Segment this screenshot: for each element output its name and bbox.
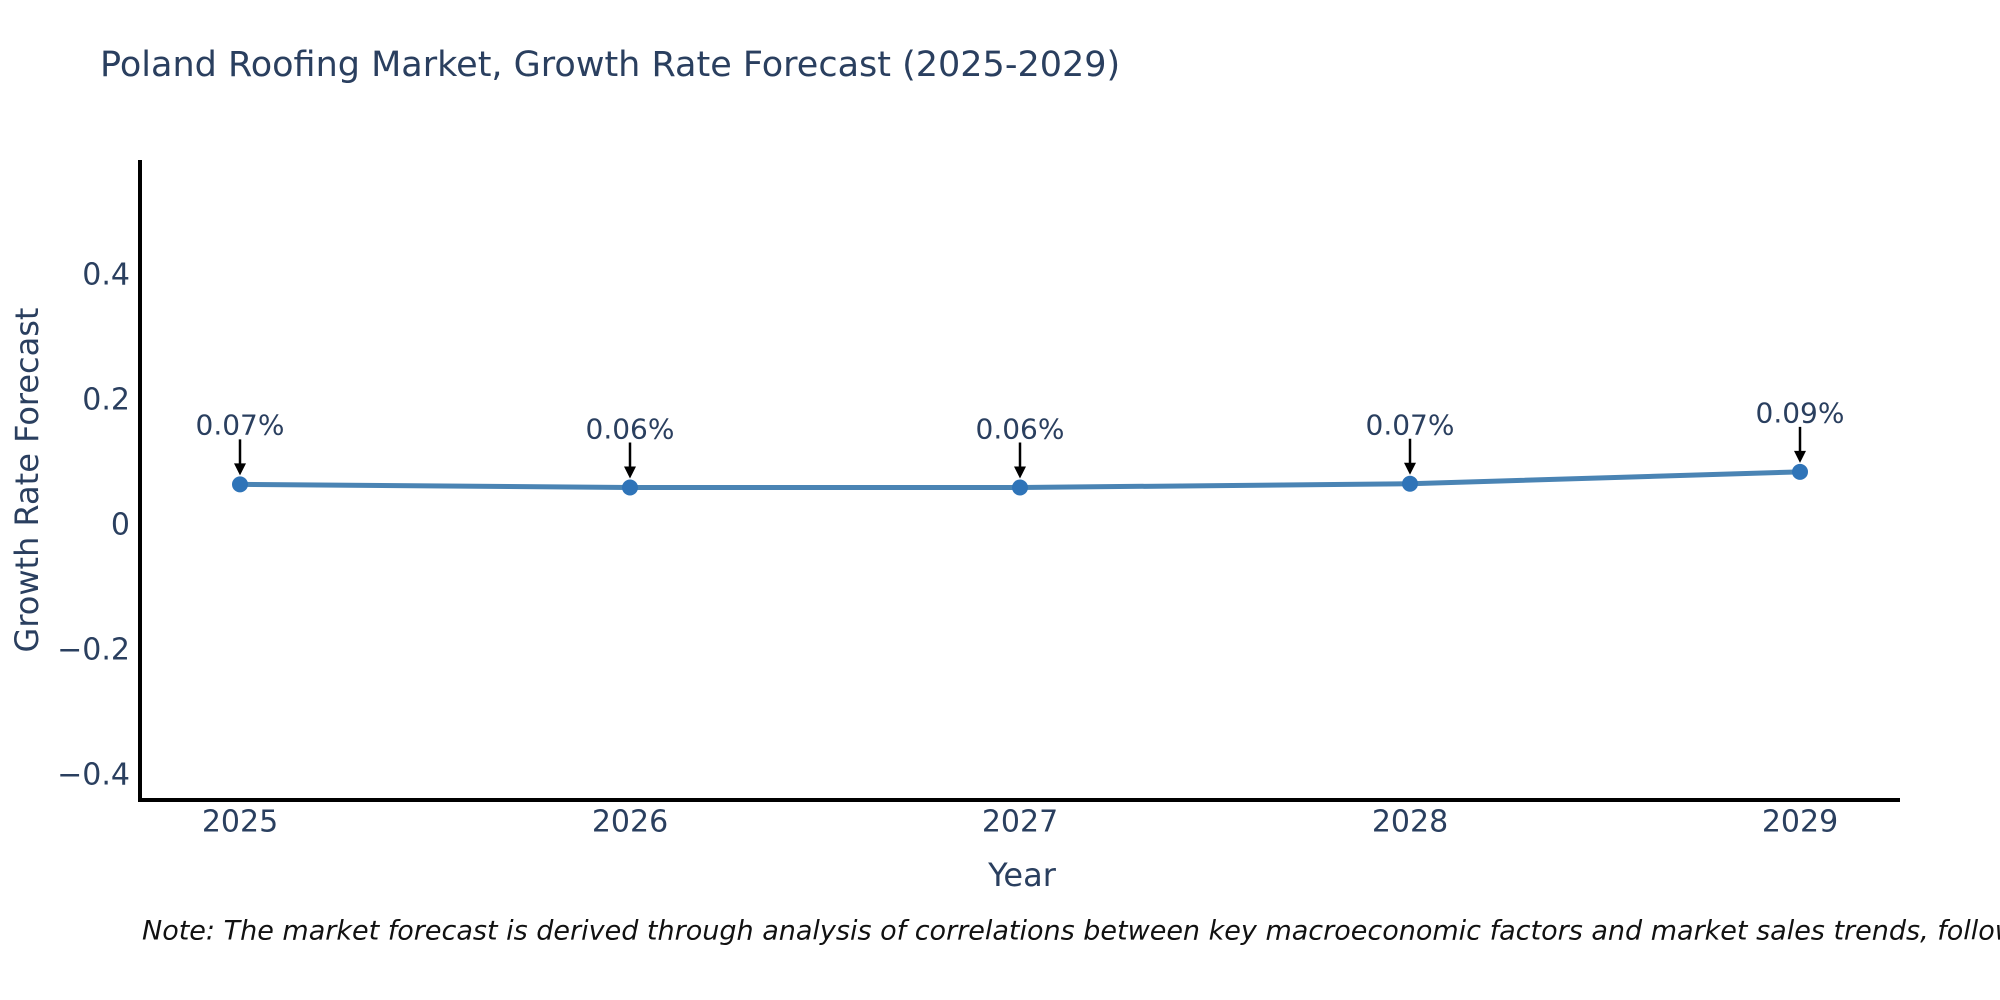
data-point-marker[interactable] <box>232 476 248 493</box>
x-tick-label: 2025 <box>201 804 279 840</box>
data-point-label: 0.06% <box>975 412 1065 445</box>
y-tick-label: 0.4 <box>82 257 130 293</box>
annotation-arrowhead <box>1794 450 1806 463</box>
footnote: Note: The market forecast is derived thr… <box>142 915 2000 947</box>
annotation-arrowhead <box>624 466 636 479</box>
data-point-label: 0.06% <box>585 412 675 445</box>
annotation-arrowhead <box>234 463 246 476</box>
data-point-label: 0.07% <box>195 408 285 442</box>
data-point-label: 0.09% <box>1755 396 1845 430</box>
y-tick-label: −0.2 <box>57 632 130 668</box>
annotation-arrowhead <box>1014 466 1026 479</box>
y-tick-label: 0.2 <box>82 382 130 418</box>
data-point-marker[interactable] <box>1012 479 1028 496</box>
data-point-marker[interactable] <box>1792 463 1808 480</box>
x-tick-label: 2029 <box>1761 804 1839 840</box>
x-axis-title: Year <box>988 856 1056 894</box>
x-tick-label: 2026 <box>591 804 669 840</box>
y-tick-label: −0.4 <box>57 757 130 793</box>
chart-title: Poland Roofing Market, Growth Rate Forec… <box>100 45 1121 85</box>
annotation-arrowhead <box>1404 462 1416 475</box>
data-point-label: 0.07% <box>1365 408 1455 442</box>
x-tick-label: 2027 <box>981 804 1059 840</box>
data-point-marker[interactable] <box>622 479 638 496</box>
y-tick-label: 0 <box>110 507 130 543</box>
x-tick-label: 2028 <box>1371 804 1449 840</box>
data-point-marker[interactable] <box>1402 475 1418 492</box>
